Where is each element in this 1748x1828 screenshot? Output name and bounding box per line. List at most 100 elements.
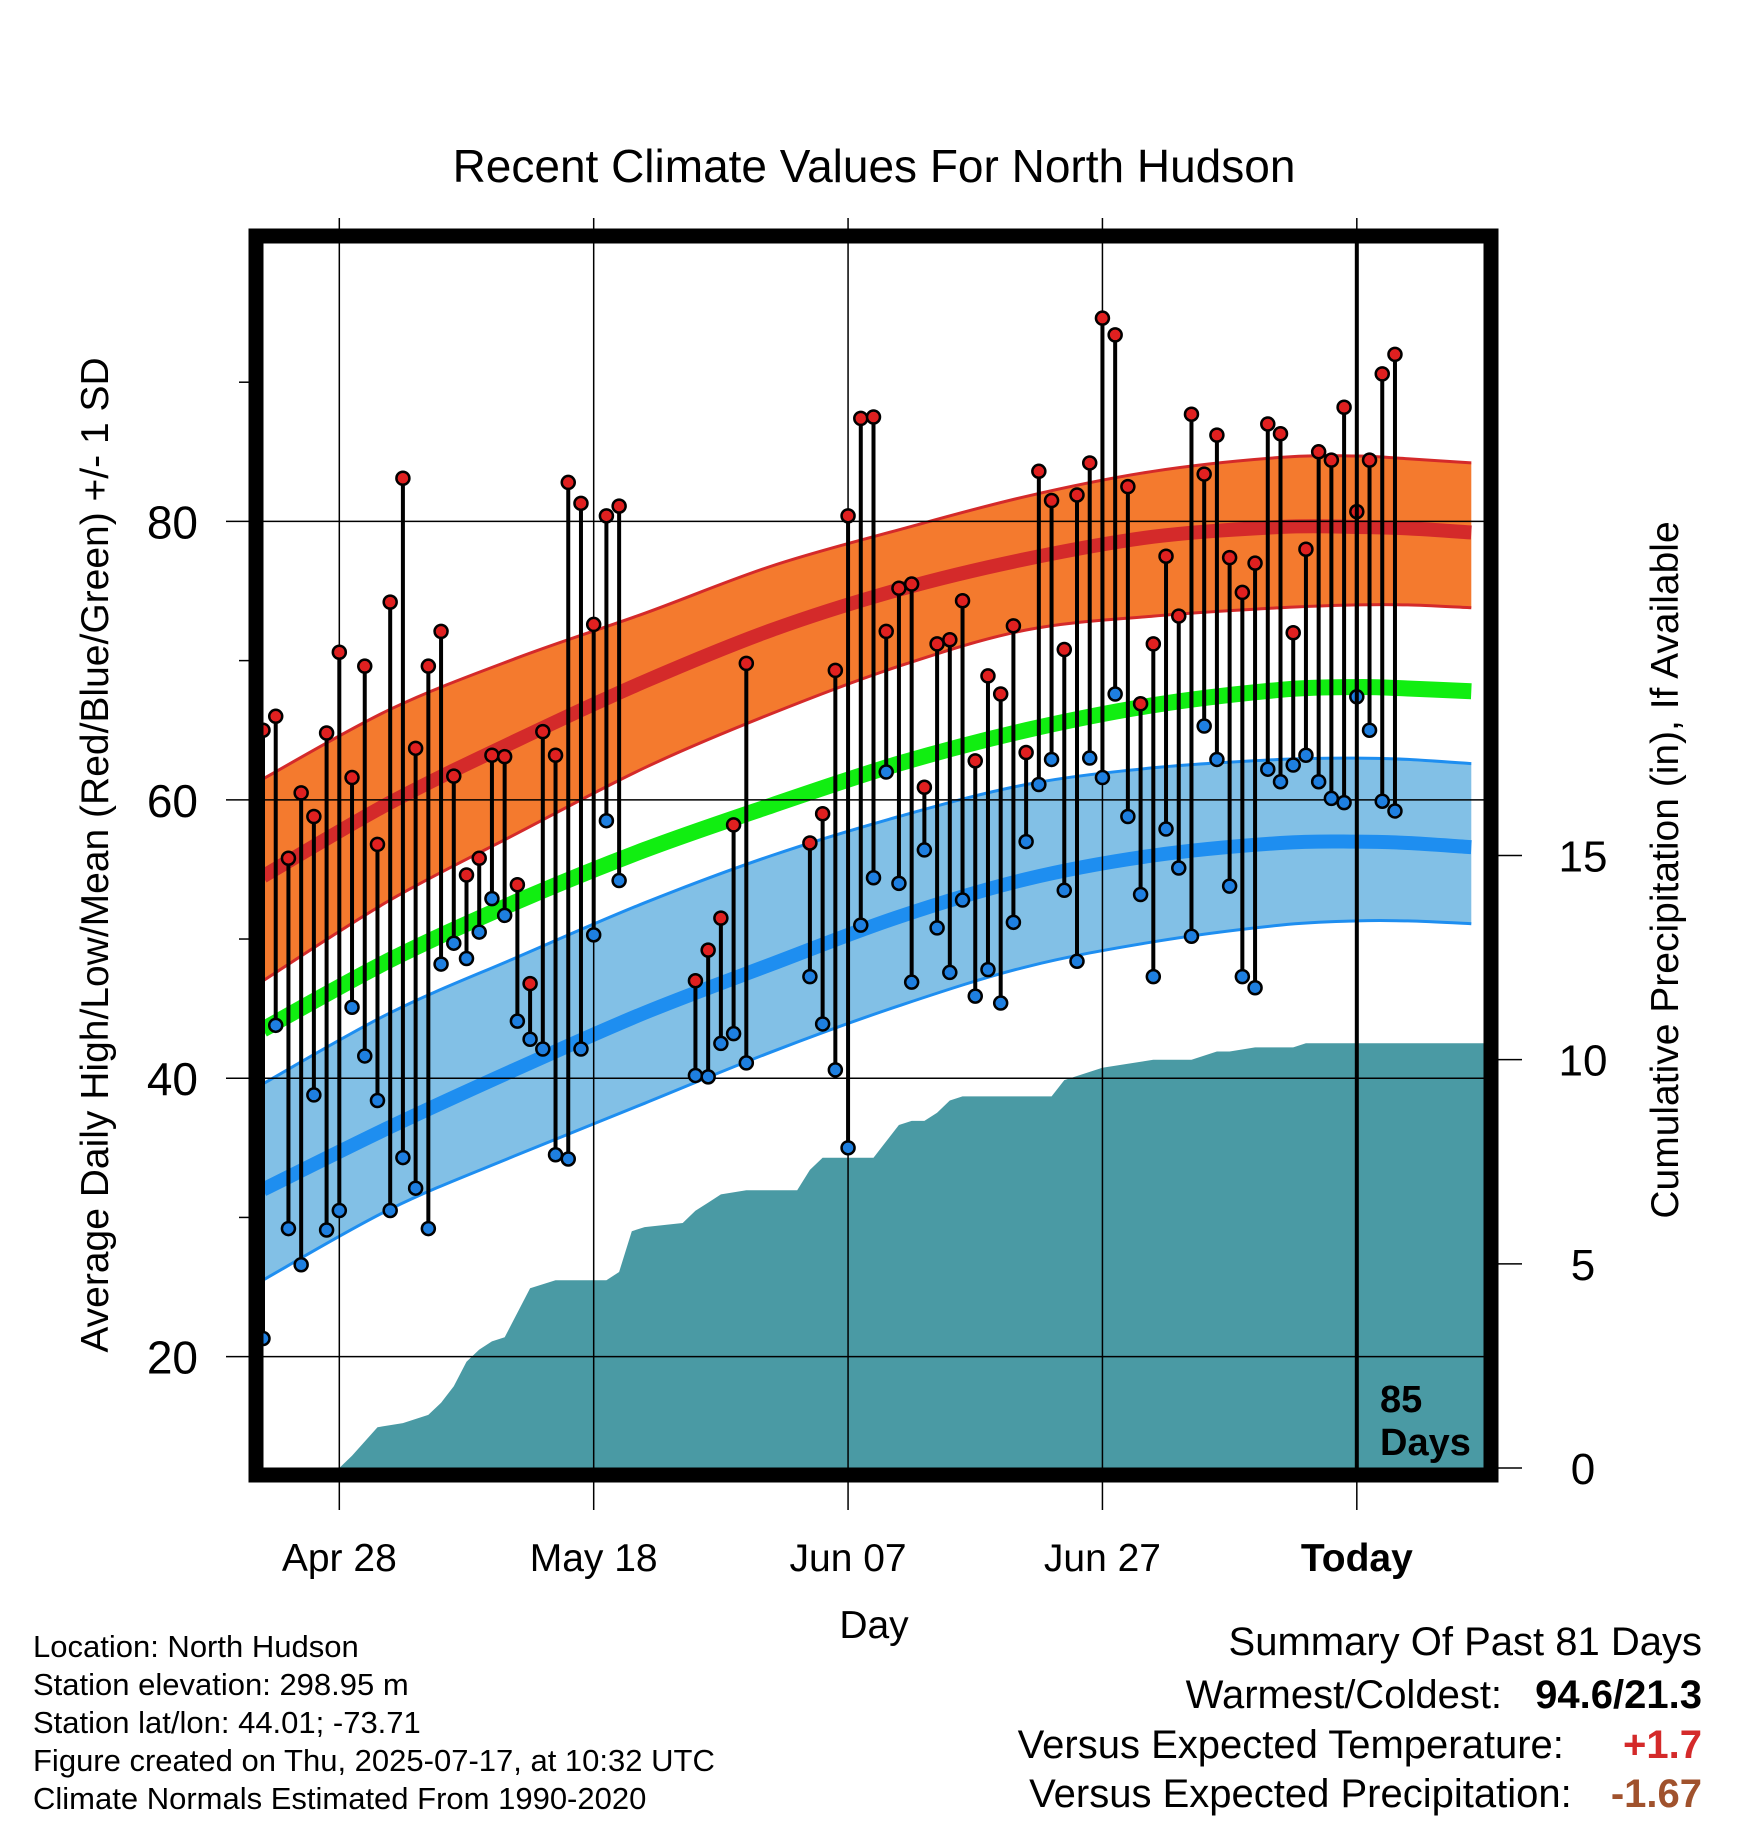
obs-low-point: [1374, 793, 1390, 809]
obs-low-point: [1361, 722, 1378, 738]
obs-high-point: [344, 769, 360, 786]
obs-high-point: [318, 725, 335, 741]
obs-high-point: [980, 668, 996, 684]
obs-low-point: [967, 988, 983, 1004]
obs-low-point: [318, 1222, 335, 1238]
obs-high-point: [1285, 625, 1301, 641]
obs-low-point: [560, 1151, 576, 1167]
obs-high-point: [280, 850, 297, 867]
obs-high-point: [1018, 744, 1034, 761]
obs-high-point: [306, 808, 322, 825]
obs-high-point: [814, 805, 831, 822]
obs-low-point: [1196, 718, 1212, 734]
obs-high-point: [1094, 310, 1111, 326]
obs-high-point: [382, 594, 398, 610]
obs-low-point: [1081, 750, 1098, 766]
obs-low-point: [1336, 794, 1352, 811]
obs-low-point: [509, 1013, 526, 1029]
obs-low-point: [827, 1062, 844, 1078]
days-label-number: 85: [1380, 1379, 1422, 1421]
summary-title: Summary Of Past 81 Days: [1228, 1620, 1702, 1664]
obs-high-point: [1387, 346, 1403, 363]
obs-high-point: [916, 779, 933, 796]
obs-high-point: [725, 817, 742, 833]
obs-low-point: [547, 1147, 564, 1163]
obs-high-point: [1336, 399, 1352, 416]
obs-low-point: [331, 1202, 348, 1219]
y2-tick-label: 0: [1571, 1445, 1595, 1494]
obs-high-point: [1069, 487, 1085, 503]
temp-label: Versus Expected Temperature:: [1017, 1723, 1564, 1767]
obs-high-point: [573, 495, 589, 512]
obs-low-point: [1260, 761, 1276, 777]
obs-low-point: [535, 1041, 551, 1057]
obs-high-point: [1081, 455, 1098, 471]
obs-low-point: [1272, 773, 1289, 790]
low-lower-edge: [263, 918, 1472, 1282]
axes: 20 40 60 80 0 5 10 15 Apr 28 May 18 Jun 07 Jun 27 To…: [147, 218, 1607, 1580]
obs-high-point: [598, 508, 615, 524]
obs-low-point: [1387, 803, 1403, 819]
obs-low-point: [522, 1031, 538, 1047]
precip-value: -1.67: [1610, 1772, 1702, 1816]
obs-low-point: [1247, 979, 1263, 996]
obs-high-point: [1374, 366, 1390, 382]
temp-value: +1.7: [1623, 1723, 1702, 1767]
y-tick-label: 20: [147, 1332, 198, 1384]
low-mean-line: [263, 834, 1472, 1196]
obs-high-point: [1221, 549, 1238, 566]
obs-high-point: [1145, 636, 1162, 652]
obs-low-point: [1234, 968, 1251, 985]
obs-high-point: [865, 409, 882, 425]
obs-high-point: [1031, 463, 1047, 480]
plot-frame: [248, 228, 1499, 1483]
obs-low-point: [942, 964, 958, 981]
obs-low-point: [738, 1055, 755, 1071]
precip-area: [263, 1043, 1484, 1468]
obs-high-point: [1005, 618, 1022, 634]
obs-low-point: [280, 1220, 297, 1237]
x-axis-label: Day: [839, 1604, 909, 1647]
obs-low-point: [802, 968, 818, 985]
obs-high-point: [611, 498, 627, 514]
obs-high-point: [802, 835, 818, 851]
obs-low-point: [1056, 882, 1073, 899]
obs-high-point: [267, 708, 284, 725]
obs-high-point: [395, 470, 411, 487]
obs-high-point: [891, 580, 907, 596]
summary-warmest-coldest: Warmest/Coldest: 94.6/21.3: [1186, 1673, 1702, 1718]
obs-low-point: [1310, 773, 1327, 790]
obs-low-point: [611, 872, 627, 889]
obs-low-point: [344, 999, 360, 1015]
obs-high-point: [560, 474, 576, 491]
obs-low-point: [407, 1180, 424, 1196]
obs-low-point: [585, 927, 602, 943]
obs-high-point: [903, 576, 920, 592]
obs-high-point: [967, 753, 983, 769]
obs-low-point: [433, 956, 449, 972]
obs-high-point: [1247, 555, 1263, 571]
obs-high-point: [1171, 608, 1187, 624]
obs-high-point: [420, 658, 437, 674]
obs-low-point: [471, 924, 487, 940]
obs-high-point: [1056, 641, 1073, 658]
obs-low-point: [687, 1067, 704, 1084]
obs-low-point: [1005, 914, 1022, 931]
obs-high-point: [1234, 584, 1251, 601]
obs-high-point: [293, 785, 309, 801]
obs-high-point: [407, 740, 424, 757]
obs-low-point: [929, 920, 945, 936]
obs-low-point: [878, 764, 894, 780]
obs-low-point: [700, 1069, 716, 1085]
obs-low-point: [573, 1041, 589, 1057]
y-tick-label: 60: [147, 775, 198, 827]
obs-low-point: [903, 974, 920, 990]
latlon-text: Station lat/lon: 44.01; -73.71: [33, 1705, 421, 1740]
x-tick-label: Jun 27: [1044, 1537, 1161, 1580]
obs-low-point: [395, 1149, 411, 1166]
obs-low-point: [598, 812, 615, 829]
obs-high-point: [1196, 466, 1212, 482]
x-tick-label: Jun 07: [790, 1537, 907, 1580]
obs-low-point: [865, 870, 882, 886]
